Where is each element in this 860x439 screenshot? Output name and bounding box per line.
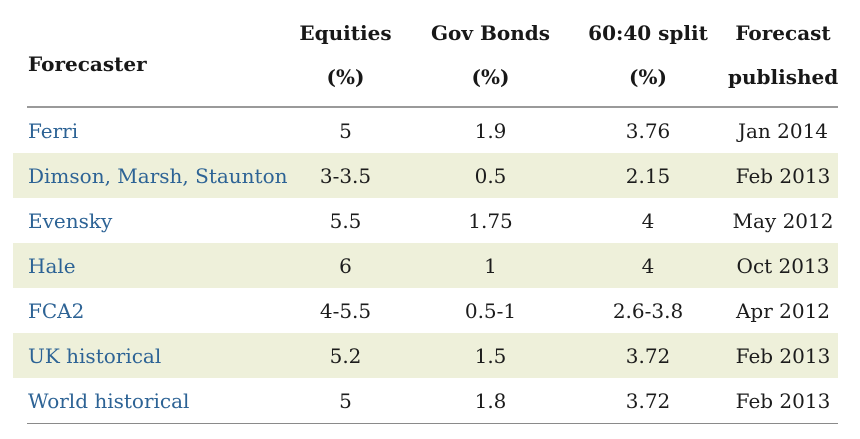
split-cell: 3.72 <box>625 388 671 413</box>
column-header-label: published <box>728 65 839 89</box>
forecaster-link[interactable]: Dimson, Marsh, Staunton <box>28 163 288 188</box>
column-header-label: 60:40 split <box>588 21 708 45</box>
column-header-unit: (%) <box>326 65 365 89</box>
column-header-published: Forecast published <box>728 11 838 99</box>
published-cell: Feb 2013 <box>735 343 831 368</box>
column-header-label: Gov Bonds <box>430 21 551 45</box>
forecaster-link[interactable]: UK historical <box>28 343 162 368</box>
published-cell: Feb 2013 <box>735 388 831 413</box>
gov-bonds-cell: 1.75 <box>468 208 513 233</box>
equities-cell: 6 <box>339 253 352 278</box>
split-cell: 3.76 <box>625 118 671 143</box>
column-header-unit: (%) <box>629 65 667 89</box>
forecaster-link[interactable]: Evensky <box>28 208 113 233</box>
equities-cell: 5.2 <box>329 343 362 368</box>
table-row: Evensky 5.5 1.75 4 May 2012 <box>13 198 838 243</box>
table-body: Ferri 5 1.9 3.76 Jan 2014 Dimson, Marsh,… <box>13 108 838 423</box>
forecaster-link[interactable]: Hale <box>28 253 76 278</box>
split-cell: 4 <box>641 253 655 278</box>
table-row: Hale 6 1 4 Oct 2013 <box>13 243 838 288</box>
published-cell: May 2012 <box>732 208 834 233</box>
equities-cell: 4-5.5 <box>319 298 372 323</box>
forecaster-link[interactable]: FCA2 <box>28 298 85 323</box>
column-header-label: Equities <box>299 21 392 45</box>
header-divider <box>27 106 838 108</box>
column-header-gov-bonds: Gov Bonds (%) <box>413 11 568 99</box>
published-cell: Apr 2012 <box>735 298 831 323</box>
gov-bonds-cell: 1.5 <box>474 343 507 368</box>
split-cell: 2.15 <box>625 163 671 188</box>
table-row: Dimson, Marsh, Staunton 3-3.5 0.5 2.15 F… <box>13 153 838 198</box>
gov-bonds-cell: 1.9 <box>474 118 507 143</box>
column-header-label: Forecaster <box>28 52 147 76</box>
table-header-row: Forecaster Equities (%) Gov Bonds (%) 60… <box>13 0 838 106</box>
table-row: World historical 5 1.8 3.72 Feb 2013 <box>13 378 838 423</box>
gov-bonds-cell: 1 <box>484 253 497 278</box>
column-header-label: Forecast <box>735 21 831 45</box>
published-cell: Feb 2013 <box>735 163 831 188</box>
forecaster-link[interactable]: World historical <box>28 388 190 413</box>
published-cell: Oct 2013 <box>736 253 830 278</box>
column-header-split: 60:40 split (%) <box>568 11 728 99</box>
table-row: Ferri 5 1.9 3.76 Jan 2014 <box>13 108 838 153</box>
table-row: UK historical 5.2 1.5 3.72 Feb 2013 <box>13 333 838 378</box>
column-header-forecaster: Forecaster <box>13 42 278 86</box>
equities-cell: 5.5 <box>329 208 362 233</box>
forecaster-link[interactable]: Ferri <box>28 118 79 143</box>
equities-cell: 5 <box>339 388 352 413</box>
gov-bonds-cell: 1.8 <box>474 388 507 413</box>
split-cell: 3.72 <box>625 343 671 368</box>
published-cell: Jan 2014 <box>737 118 829 143</box>
gov-bonds-cell: 0.5 <box>474 163 507 188</box>
gov-bonds-cell: 0.5-1 <box>464 298 517 323</box>
split-cell: 2.6-3.8 <box>612 298 684 323</box>
table-row: FCA2 4-5.5 0.5-1 2.6-3.8 Apr 2012 <box>13 288 838 333</box>
equities-cell: 3-3.5 <box>319 163 372 188</box>
equities-cell: 5 <box>339 118 352 143</box>
table-bottom-border <box>27 423 838 424</box>
split-cell: 4 <box>641 208 655 233</box>
forecast-table: Forecaster Equities (%) Gov Bonds (%) 60… <box>13 0 838 424</box>
column-header-unit: (%) <box>471 65 510 89</box>
column-header-equities: Equities (%) <box>278 11 413 99</box>
